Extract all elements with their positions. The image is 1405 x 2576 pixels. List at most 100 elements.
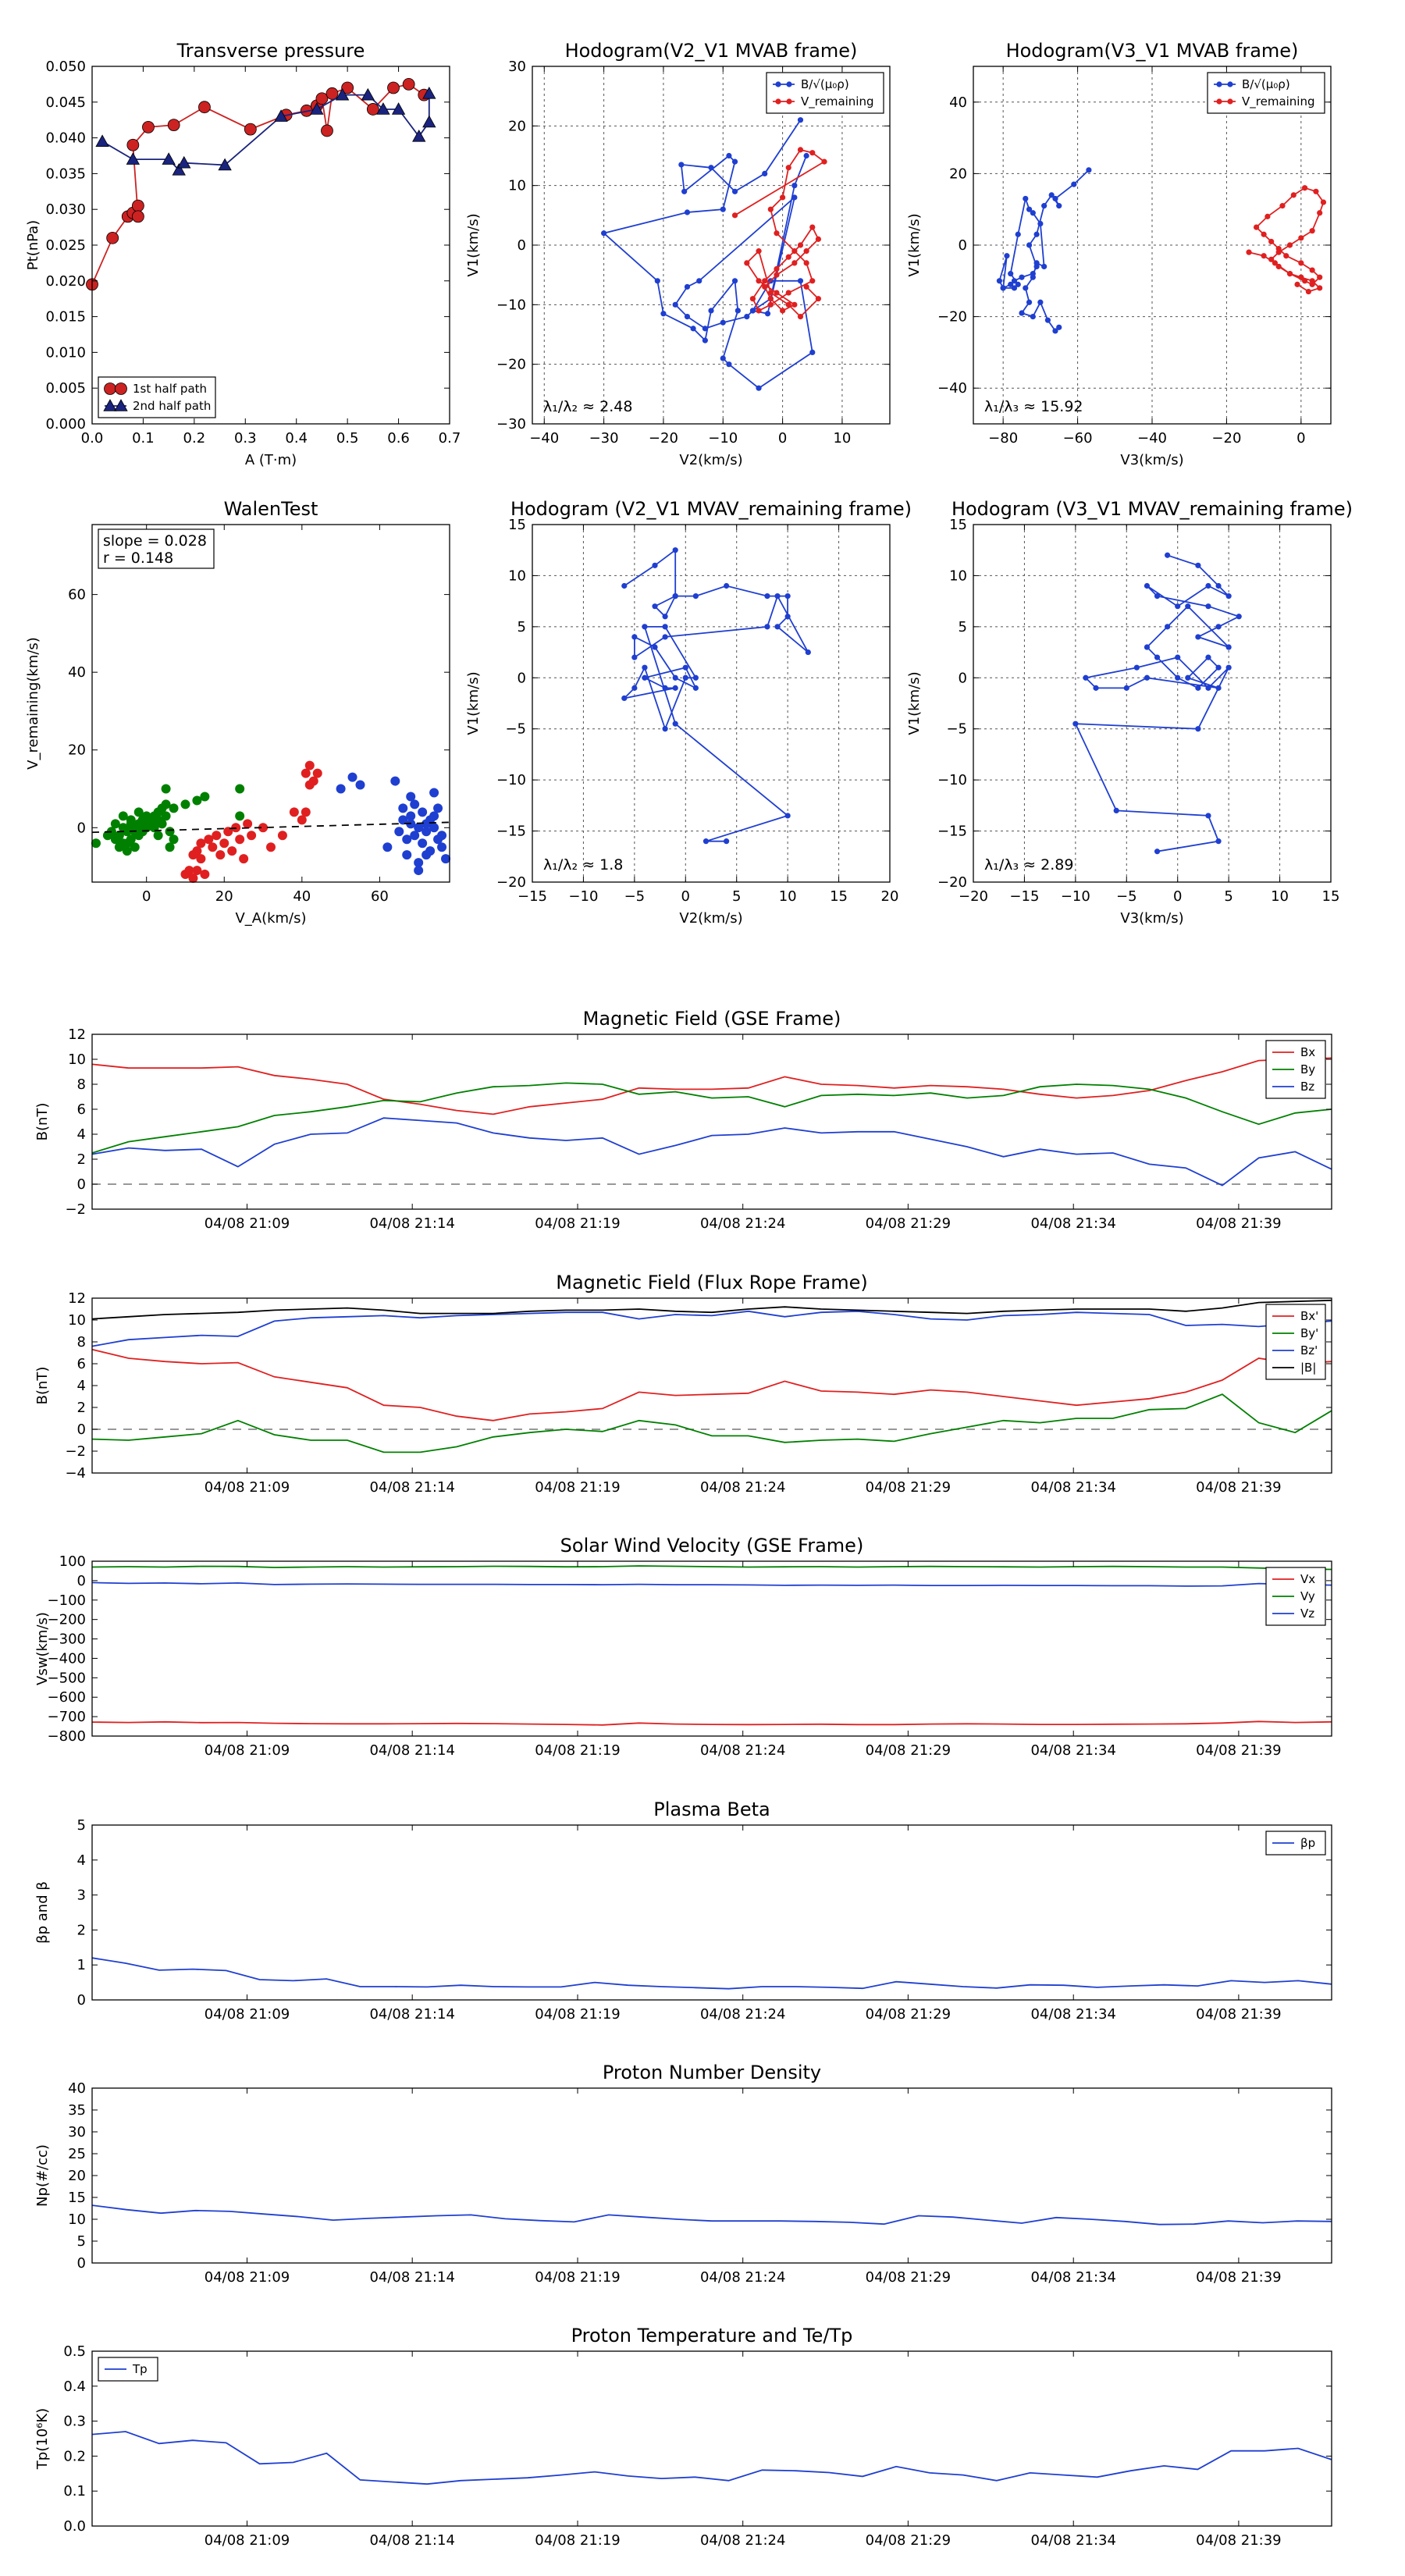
data-point (402, 850, 412, 860)
stats-line: r = 0.148 (103, 550, 173, 567)
y-tick-label: 12 (68, 1290, 86, 1307)
data-point (1008, 281, 1014, 287)
data-point (1275, 263, 1282, 270)
x-tick-label: 04/08 21:39 (1196, 1479, 1281, 1496)
data-point (631, 634, 638, 640)
data-point (784, 614, 791, 620)
data-point (774, 230, 780, 237)
data-point (1044, 317, 1051, 323)
data-point (1298, 274, 1304, 280)
data-point (1165, 624, 1171, 630)
data-point (301, 807, 311, 817)
data-point (391, 102, 406, 115)
x-tick-label: 04/08 21:34 (1030, 2532, 1115, 2549)
data-point (325, 87, 339, 100)
data-point (780, 194, 786, 201)
x-tick-label: 04/08 21:29 (866, 1215, 951, 1232)
x-tick-label: 04/08 21:29 (866, 2269, 951, 2286)
y-tick-label: 20 (68, 742, 86, 759)
series-line (91, 1299, 1332, 1320)
data-point (418, 838, 428, 849)
series-line (91, 2431, 1332, 2485)
ratio-annotation: λ₁/λ₂ ≈ 1.8 (543, 856, 623, 873)
data-point (692, 685, 699, 691)
y-tick-label: 5 (77, 1817, 86, 1834)
y-axis-label: Np(#/cc) (34, 2144, 51, 2207)
x-tick-label: 04/08 21:39 (1196, 2532, 1281, 2549)
plot-area (973, 525, 1331, 882)
data-point (218, 158, 232, 171)
chart-title: Plasma Beta (653, 1799, 770, 1820)
legend-label: Bx' (1300, 1309, 1318, 1323)
data-point (731, 212, 738, 219)
x-tick-label: 04/08 21:24 (700, 1215, 785, 1232)
y-tick-label: 0.3 (63, 2414, 86, 2430)
y-tick-label: 0 (518, 670, 526, 686)
data-point (720, 319, 726, 326)
data-point (756, 248, 762, 254)
data-point (376, 102, 390, 115)
legend-label: 1st half path (133, 382, 207, 396)
x-tick-label: 04/08 21:09 (205, 1479, 290, 1496)
data-point (1309, 228, 1315, 234)
series-line (91, 1348, 1332, 1421)
ratio-annotation: λ₁/λ₃ ≈ 15.92 (984, 398, 1083, 415)
y-tick-label: −100 (48, 1592, 86, 1609)
data-point (341, 81, 354, 94)
legend-label: Vz (1300, 1606, 1314, 1621)
x-axis-label: V3(km/s) (1120, 452, 1183, 468)
y-tick-label: −20 (937, 309, 967, 326)
data-point (809, 349, 816, 355)
y-axis-label: V1(km/s) (465, 213, 482, 276)
y-tick-label: 20 (949, 165, 967, 182)
data-point (1215, 582, 1222, 589)
data-point (762, 278, 768, 284)
data-point (1004, 253, 1010, 259)
plot-frame (91, 1824, 1332, 2001)
series-line (91, 1082, 1332, 1154)
y-tick-label: −10 (937, 772, 967, 788)
data-point (1261, 253, 1267, 259)
y-tick-label: 25 (68, 2146, 86, 2162)
data-point (1298, 260, 1304, 266)
x-tick-label: 04/08 21:24 (700, 1742, 785, 1759)
x-tick-label: −40 (529, 430, 559, 447)
data-point (684, 283, 691, 290)
data-point (1056, 324, 1062, 330)
data-point (219, 838, 229, 849)
plot-frame (91, 524, 450, 883)
data-point (321, 124, 333, 137)
x-tick-label: −20 (649, 430, 678, 447)
x-tick-label: 04/08 21:39 (1196, 2269, 1281, 2286)
x-tick-label: 0 (142, 888, 151, 905)
data-point (1175, 603, 1181, 610)
data-point (133, 807, 144, 817)
data-point (157, 819, 167, 829)
plot-area (973, 66, 1331, 424)
data-point (1215, 838, 1222, 845)
y-tick-label: −20 (937, 874, 967, 891)
data-point (702, 337, 708, 343)
chart-walen-test: 0 20 40 60 0 20 40 60 WalenTest V_A(km/s) V_remain… (25, 498, 451, 927)
series-line (91, 1957, 1332, 1990)
plot-frame (973, 524, 1332, 883)
data-point (414, 823, 424, 833)
data-point (684, 314, 691, 320)
x-tick-label: −10 (1061, 888, 1090, 905)
data-point (390, 776, 400, 786)
data-point (996, 278, 1002, 284)
x-tick-label: 10 (833, 430, 851, 447)
legend-box (1207, 72, 1325, 114)
y-tick-label: 10 (508, 178, 526, 194)
data-point (429, 811, 439, 821)
y-tick-label: 5 (959, 619, 967, 635)
y-tick-label: 5 (77, 2233, 86, 2250)
data-point (192, 846, 202, 856)
y-tick-label: 30 (508, 59, 526, 75)
ratio-annotation: λ₁/λ₃ ≈ 2.89 (984, 856, 1073, 873)
legend-marker (1216, 98, 1222, 105)
y-tick-label: 12 (68, 1026, 86, 1043)
data-point (361, 87, 375, 101)
data-point (785, 301, 791, 308)
data-point (764, 624, 770, 630)
